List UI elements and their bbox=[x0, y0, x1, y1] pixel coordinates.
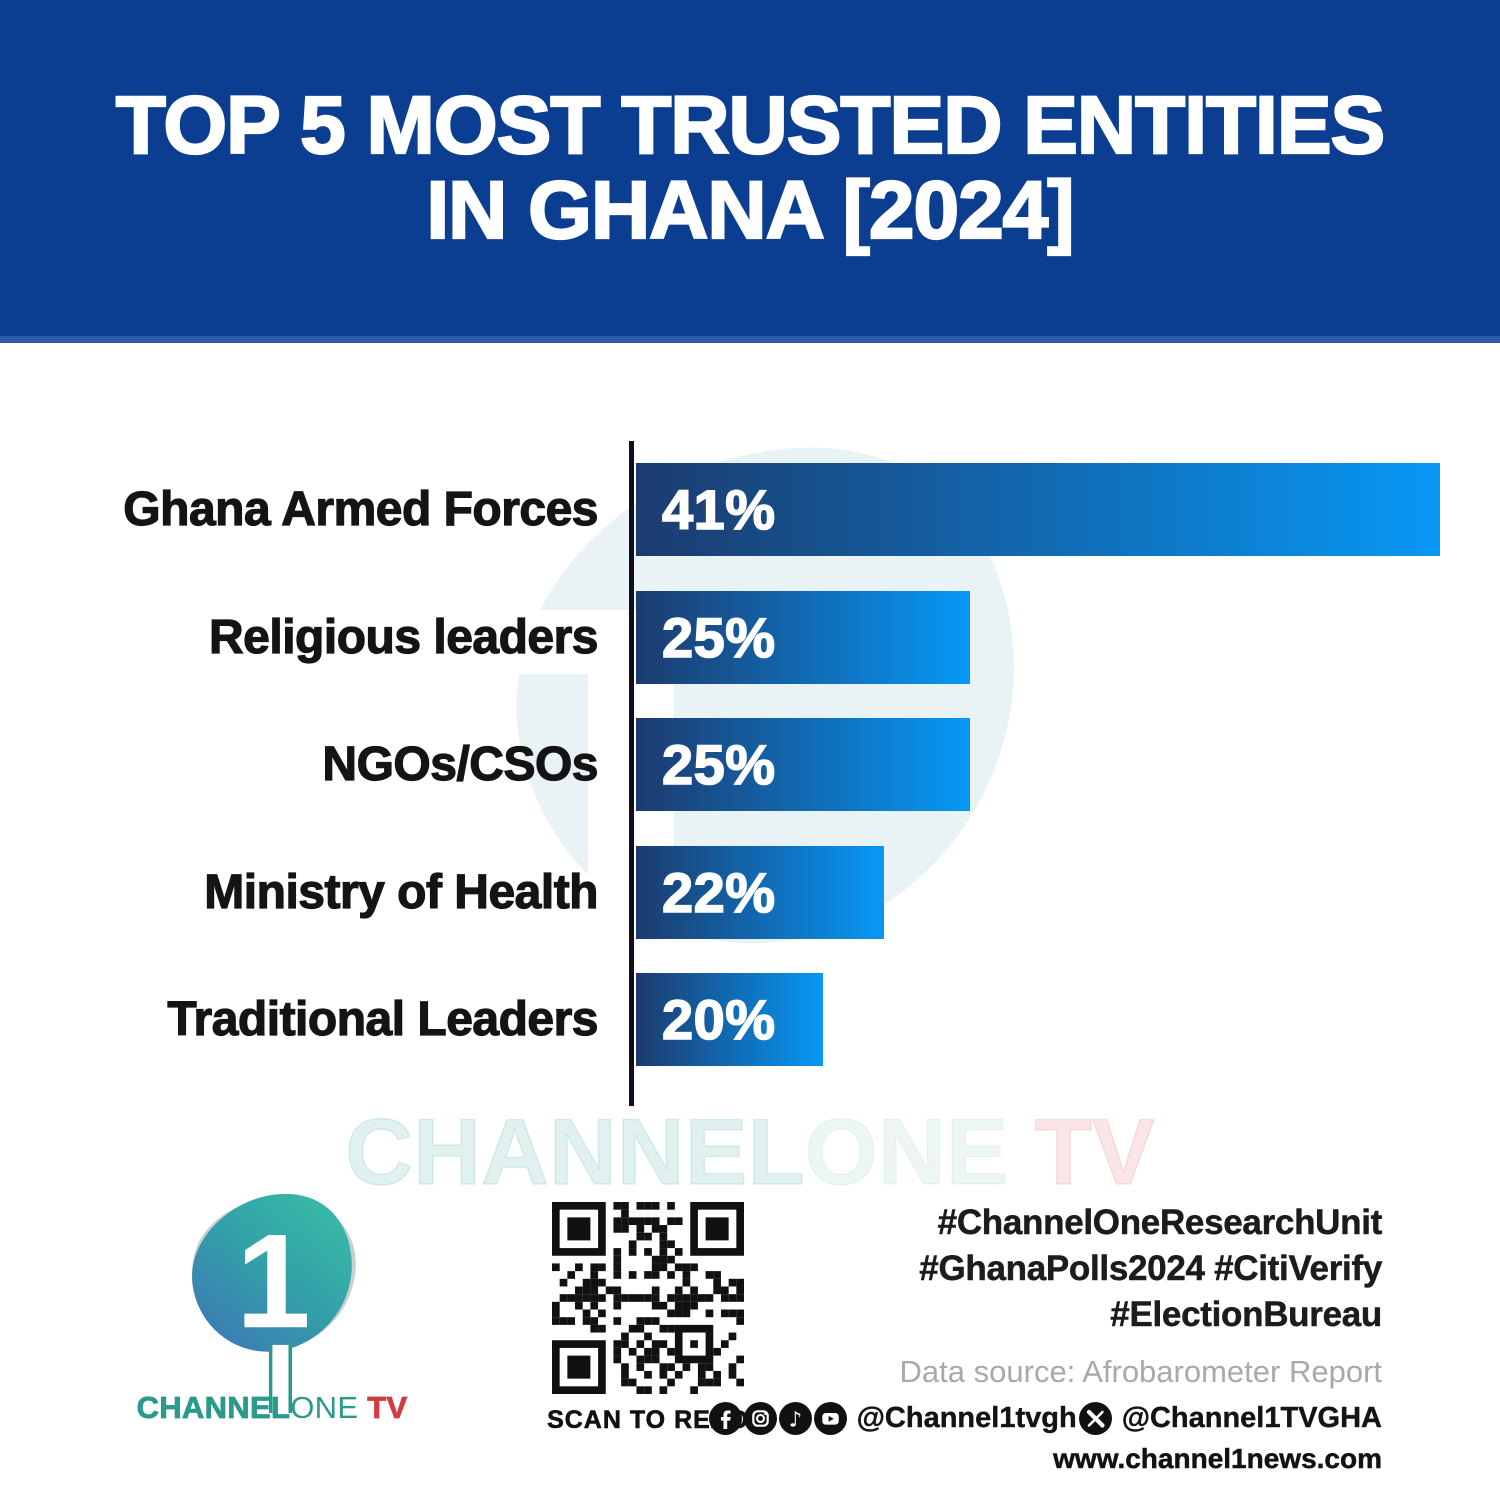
hashtag-line: #ChannelOneResearchUnit bbox=[937, 1203, 1382, 1243]
bar-value-label: 22% bbox=[661, 860, 776, 925]
value-bar: 41% bbox=[636, 463, 1440, 556]
logo-wordmark-tv: TV bbox=[358, 1390, 408, 1426]
social-handle-x[interactable]: @Channel1TVGHA bbox=[1121, 1402, 1382, 1434]
youtube-icon[interactable] bbox=[813, 1402, 847, 1435]
watermark-text: CHANNELONE TV bbox=[0, 1098, 1500, 1206]
logo-pick-icon bbox=[192, 1193, 352, 1352]
channel-one-logo: 1 bbox=[192, 1193, 356, 1414]
logo-wordmark-channel: CHANNEL bbox=[136, 1390, 291, 1426]
bar-value-label: 41% bbox=[661, 477, 776, 542]
logo-stem-right bbox=[288, 1344, 292, 1414]
logo-stem-left bbox=[268, 1344, 273, 1414]
x-icon[interactable] bbox=[1078, 1402, 1112, 1435]
facebook-icon[interactable] bbox=[708, 1402, 742, 1435]
bar-value-label: 25% bbox=[661, 605, 776, 670]
page-title-line1: TOP 5 MOST TRUSTED ENTITIES bbox=[115, 80, 1387, 171]
page-title-line2: IN GHANA [2024] bbox=[425, 165, 1076, 256]
category-label: Ghana Armed Forces bbox=[123, 482, 599, 536]
logo-one-glyph: 1 bbox=[236, 1207, 311, 1356]
footer-right-block: #ChannelOneResearchUnit #GhanaPolls2024 … bbox=[708, 1200, 1383, 1475]
value-bar: 22% bbox=[636, 846, 884, 939]
instagram-icon[interactable] bbox=[743, 1402, 777, 1435]
category-label: Traditional Leaders bbox=[167, 992, 599, 1046]
page-title: TOP 5 MOST TRUSTED ENTITIES IN GHANA [20… bbox=[115, 80, 1387, 256]
social-handle-primary[interactable]: @Channel1tvgh bbox=[856, 1402, 1077, 1434]
watermark-tv: TV bbox=[1008, 1098, 1156, 1205]
value-bar: 25% bbox=[636, 591, 970, 684]
category-label: Ministry of Health bbox=[204, 865, 599, 919]
value-bar: 25% bbox=[636, 718, 970, 811]
watermark-channel: CHANNEL bbox=[345, 1098, 806, 1205]
qr-code bbox=[552, 1202, 744, 1394]
category-label: Religious leaders bbox=[208, 610, 599, 664]
logo-stem-fill bbox=[272, 1344, 289, 1414]
logo-wordmark: CHANNELONE TV bbox=[62, 1390, 482, 1426]
svg-text:♪: ♪ bbox=[788, 1408, 801, 1432]
value-bar: 20% bbox=[636, 973, 823, 1066]
category-label: NGOs/CSOs bbox=[322, 737, 599, 791]
header-banner: TOP 5 MOST TRUSTED ENTITIES IN GHANA [20… bbox=[0, 0, 1500, 343]
bar-value-label: 25% bbox=[661, 732, 776, 797]
social-row: ♪ @Channel1tvgh @Channel1TVGHA bbox=[708, 1402, 1382, 1435]
data-source: Data source: Afrobarometer Report bbox=[899, 1354, 1382, 1389]
bar-value-label: 20% bbox=[661, 987, 776, 1052]
logo-wordmark-one: ONE bbox=[290, 1390, 359, 1425]
hashtag-line: #GhanaPolls2024 #CitiVerify bbox=[919, 1249, 1383, 1289]
hashtag-line: #ElectionBureau bbox=[1110, 1295, 1383, 1335]
website-url[interactable]: www.channel1news.com bbox=[1053, 1443, 1382, 1475]
tiktok-icon[interactable]: ♪ bbox=[778, 1402, 812, 1435]
watermark-one: ONE bbox=[804, 1099, 1009, 1205]
chart-axis bbox=[629, 441, 634, 1106]
